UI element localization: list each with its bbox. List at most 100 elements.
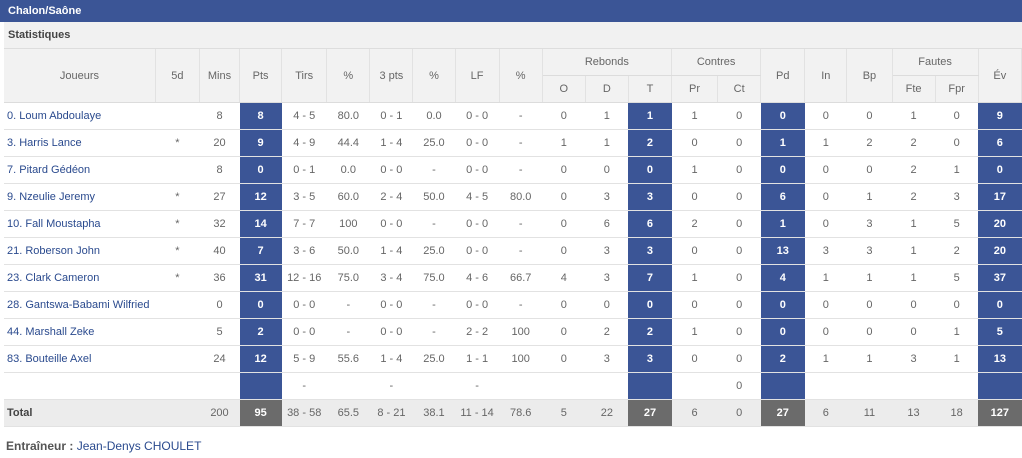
col-contres-ct[interactable]: Ct: [717, 75, 762, 103]
cell-t: 0: [628, 291, 672, 319]
col-lf[interactable]: LF: [455, 49, 500, 103]
cell-fpr: [935, 372, 979, 400]
total-fpr: 18: [935, 399, 979, 427]
cell-pct2: -: [412, 318, 456, 346]
table-row: 23. Clark Cameron * 36 31 12 - 16 75.0 3 - 4 75…: [4, 264, 1022, 292]
col-reb-d[interactable]: D: [585, 75, 629, 103]
cell-mins: 27: [199, 183, 240, 211]
cell-ev: 0: [978, 156, 1022, 184]
col-in[interactable]: In: [804, 49, 848, 103]
cell-bp: 3: [846, 237, 892, 265]
col-reb-o[interactable]: O: [542, 75, 586, 103]
cell-in: 0: [804, 210, 847, 238]
cell-t: 7: [628, 264, 672, 292]
cell-t: 0: [628, 156, 672, 184]
cell-pd: 0: [760, 102, 805, 130]
player-name-link[interactable]: 10. Fall Moustapha: [4, 210, 156, 238]
col-contres-pr[interactable]: Pr: [671, 75, 719, 103]
cell-ct: 0: [717, 156, 761, 184]
total-contres-pr: 6: [671, 399, 718, 427]
total-row: Total 200 95 38 - 58 65.5 8 - 21 38.1 11…: [4, 399, 1022, 427]
col-joueurs[interactable]: Joueurs: [4, 49, 156, 103]
player-name-link[interactable]: 7. Pitard Gédéon: [4, 156, 156, 184]
cell-pts3: 1 - 4: [369, 237, 413, 265]
player-name-link[interactable]: 21. Roberson John: [4, 237, 156, 265]
cell-pr: 2: [671, 210, 718, 238]
cell-tirs: 12 - 16: [281, 264, 327, 292]
cell-ct: 0: [717, 129, 761, 157]
col-tirs[interactable]: Tirs: [281, 49, 328, 103]
cell-tirs: 4 - 5: [281, 102, 327, 130]
cell-in: [804, 372, 847, 400]
total-contres-ct: 0: [717, 399, 761, 427]
cell-pd: 1: [760, 129, 805, 157]
cell-lf: 4 - 5: [455, 183, 500, 211]
cell-five: *: [155, 264, 200, 292]
cell-fte: 2: [892, 129, 936, 157]
player-name-link[interactable]: 9. Nzeulie Jeremy: [4, 183, 156, 211]
table-row: 44. Marshall Zeke 5 2 0 - 0-0 - 0-2 - 2 100 0…: [4, 318, 1022, 346]
player-name-link[interactable]: 83. Bouteille Axel: [4, 345, 156, 373]
total-pd: 27: [760, 399, 805, 427]
cell-bp: 0: [846, 291, 892, 319]
col-bp[interactable]: Bp: [846, 49, 893, 103]
col-reb-t[interactable]: T: [628, 75, 673, 103]
cell-o: 0: [542, 102, 586, 130]
cell-pts3: 0 - 1: [369, 102, 413, 130]
cell-ct: 0: [717, 237, 761, 265]
cell-pct2: [412, 372, 456, 400]
total-tirs: 38 - 58: [281, 399, 327, 427]
total-lf-pct: 78.6: [499, 399, 543, 427]
cell-fte: 2: [892, 156, 936, 184]
cell-pct3: 100: [499, 345, 543, 373]
cell-bp: 0: [846, 102, 892, 130]
cell-pct3: -: [499, 129, 543, 157]
cell-pct1: 75.0: [326, 264, 370, 292]
cell-pct2: -: [412, 291, 456, 319]
cell-lf: 0 - 0: [455, 210, 500, 238]
col-fautes-fte[interactable]: Fte: [892, 75, 936, 103]
player-name-link[interactable]: 23. Clark Cameron: [4, 264, 156, 292]
total-bp: 11: [846, 399, 892, 427]
cell-bp: 0: [846, 156, 892, 184]
cell-bp: 1: [846, 345, 892, 373]
cell-ev: 6: [978, 129, 1022, 157]
cell-d: 1: [585, 129, 629, 157]
cell-mins: 5: [199, 318, 240, 346]
cell-five: [155, 102, 200, 130]
cell-pts: 31: [239, 264, 282, 292]
cell-five: [155, 156, 200, 184]
col-mins[interactable]: Mins: [199, 49, 241, 103]
cell-mins: [199, 372, 240, 400]
col-pts[interactable]: Pts: [239, 49, 283, 103]
col-5d[interactable]: 5d: [155, 49, 200, 103]
col-3pts[interactable]: 3 pts: [369, 49, 414, 103]
coach-name-link[interactable]: Jean-Denys CHOULET: [76, 439, 202, 453]
cell-five: [155, 372, 200, 400]
cell-pct1: 80.0: [326, 102, 370, 130]
cell-ev: [978, 372, 1022, 400]
col-fautes-fpr[interactable]: Fpr: [935, 75, 979, 103]
cell-fpr: 1: [935, 156, 979, 184]
player-name-link[interactable]: 44. Marshall Zeke: [4, 318, 156, 346]
col-ev[interactable]: Év: [978, 49, 1022, 103]
cell-in: 0: [804, 183, 847, 211]
col-tirs-pct[interactable]: %: [326, 49, 371, 103]
cell-fte: 1: [892, 210, 936, 238]
col-pd[interactable]: Pd: [760, 49, 806, 103]
cell-pts3: 2 - 4: [369, 183, 413, 211]
col-lf-pct[interactable]: %: [499, 49, 543, 103]
col-3pts-pct[interactable]: %: [412, 49, 456, 103]
cell-d: 0: [585, 156, 629, 184]
cell-bp: [846, 372, 892, 400]
cell-pr: 0: [671, 237, 718, 265]
cell-pct2: 50.0: [412, 183, 456, 211]
player-name-link[interactable]: 3. Harris Lance: [4, 129, 156, 157]
player-name-link[interactable]: 28. Gantswa-Babami Wilfried: [4, 291, 156, 319]
cell-pct1: [326, 372, 370, 400]
cell-tirs: 3 - 5: [281, 183, 327, 211]
player-name-link[interactable]: 0. Loum Abdoulaye: [4, 102, 156, 130]
cell-pr: 0: [671, 183, 718, 211]
cell-t: 1: [628, 102, 672, 130]
cell-pts: 0: [239, 291, 282, 319]
